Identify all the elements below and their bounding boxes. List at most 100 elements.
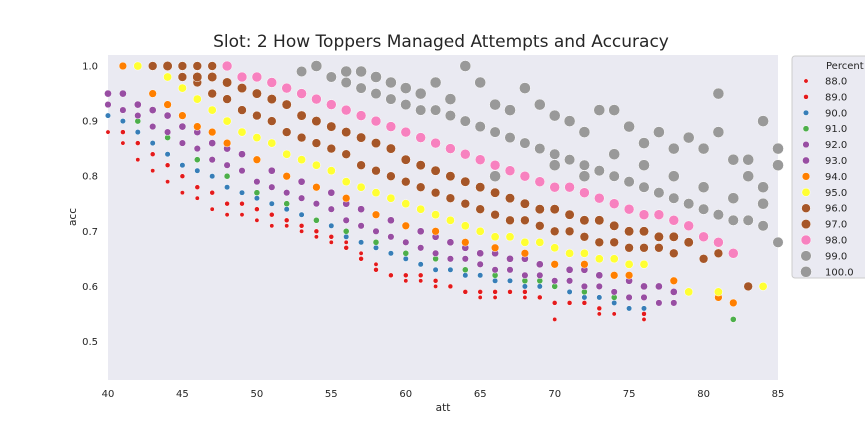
data-point bbox=[624, 271, 634, 280]
data-point bbox=[312, 200, 320, 208]
data-point bbox=[179, 162, 186, 169]
legend-label: 96.0 bbox=[825, 204, 847, 215]
legend-marker bbox=[803, 94, 809, 100]
data-point bbox=[208, 127, 217, 137]
data-point bbox=[566, 277, 574, 285]
data-point bbox=[594, 215, 605, 226]
data-point bbox=[492, 294, 498, 300]
data-point bbox=[268, 200, 275, 207]
y-tick-label: 0.6 bbox=[82, 282, 98, 293]
data-point bbox=[313, 234, 319, 240]
data-point bbox=[357, 222, 365, 230]
data-point bbox=[566, 300, 573, 306]
data-point bbox=[610, 271, 619, 280]
data-point bbox=[296, 132, 307, 143]
data-point bbox=[299, 228, 305, 234]
data-point bbox=[444, 93, 457, 105]
data-point bbox=[342, 194, 351, 203]
data-point bbox=[266, 77, 278, 88]
data-point bbox=[534, 176, 546, 187]
data-point bbox=[311, 138, 322, 148]
data-point bbox=[355, 110, 367, 121]
x-tick-label: 55 bbox=[325, 389, 338, 400]
data-point bbox=[386, 171, 396, 181]
data-point bbox=[416, 227, 425, 236]
data-point bbox=[564, 226, 575, 236]
data-point bbox=[328, 222, 335, 229]
data-point bbox=[238, 189, 246, 196]
legend-label: 92.0 bbox=[825, 140, 847, 151]
data-point bbox=[460, 221, 470, 231]
data-point bbox=[565, 248, 575, 258]
data-point bbox=[192, 94, 202, 104]
data-point bbox=[563, 115, 576, 127]
data-point bbox=[431, 210, 441, 220]
data-point bbox=[504, 132, 516, 144]
data-point bbox=[341, 177, 351, 187]
data-point bbox=[610, 288, 618, 296]
data-point bbox=[163, 72, 173, 82]
data-point bbox=[104, 112, 112, 119]
data-point bbox=[474, 76, 487, 89]
data-point bbox=[460, 199, 470, 209]
x-tick-label: 40 bbox=[102, 389, 115, 400]
data-point bbox=[712, 209, 724, 221]
data-point bbox=[343, 233, 350, 240]
data-point bbox=[178, 139, 186, 147]
data-point bbox=[313, 217, 320, 224]
data-point bbox=[668, 192, 680, 204]
data-point bbox=[134, 112, 142, 120]
data-point bbox=[268, 183, 276, 191]
data-point bbox=[224, 212, 230, 218]
data-point bbox=[683, 198, 695, 210]
data-point bbox=[358, 256, 364, 262]
y-tick-label: 0.9 bbox=[82, 117, 98, 128]
data-point bbox=[506, 277, 514, 284]
data-point bbox=[758, 281, 768, 291]
data-point bbox=[727, 153, 740, 166]
data-point bbox=[222, 116, 232, 126]
data-point bbox=[267, 166, 276, 175]
data-point bbox=[655, 282, 663, 291]
data-point bbox=[386, 193, 396, 203]
data-point bbox=[608, 104, 621, 116]
data-point bbox=[623, 203, 635, 215]
data-point bbox=[564, 154, 576, 166]
data-point bbox=[239, 200, 245, 207]
data-point bbox=[462, 289, 469, 295]
data-point bbox=[194, 195, 200, 201]
y-tick-label: 0.8 bbox=[82, 172, 98, 183]
data-point bbox=[579, 248, 589, 258]
data-point bbox=[311, 93, 322, 105]
data-point bbox=[399, 82, 412, 94]
data-point bbox=[444, 110, 456, 122]
data-point bbox=[162, 61, 173, 71]
data-point bbox=[460, 176, 471, 187]
legend-label: 99.0 bbox=[825, 251, 847, 262]
data-point bbox=[254, 217, 260, 223]
legend-marker bbox=[800, 265, 812, 278]
data-point bbox=[446, 255, 454, 263]
data-point bbox=[462, 272, 469, 279]
data-point bbox=[639, 226, 649, 237]
data-point bbox=[682, 131, 695, 144]
data-point bbox=[579, 232, 590, 242]
data-point bbox=[743, 281, 753, 292]
data-point bbox=[667, 142, 680, 155]
data-point bbox=[638, 159, 650, 172]
data-point bbox=[639, 243, 649, 253]
data-point bbox=[549, 181, 560, 193]
data-point bbox=[430, 104, 442, 116]
data-point bbox=[179, 173, 186, 179]
legend-title: Percent bbox=[826, 61, 864, 72]
data-point bbox=[296, 88, 307, 99]
data-point bbox=[669, 288, 678, 296]
data-point bbox=[414, 87, 427, 100]
data-point bbox=[326, 166, 336, 176]
legend-label: 91.0 bbox=[825, 124, 847, 135]
data-point bbox=[713, 248, 724, 258]
data-point bbox=[120, 129, 126, 135]
data-point bbox=[298, 223, 305, 229]
data-point bbox=[370, 88, 382, 100]
data-point bbox=[698, 254, 709, 264]
